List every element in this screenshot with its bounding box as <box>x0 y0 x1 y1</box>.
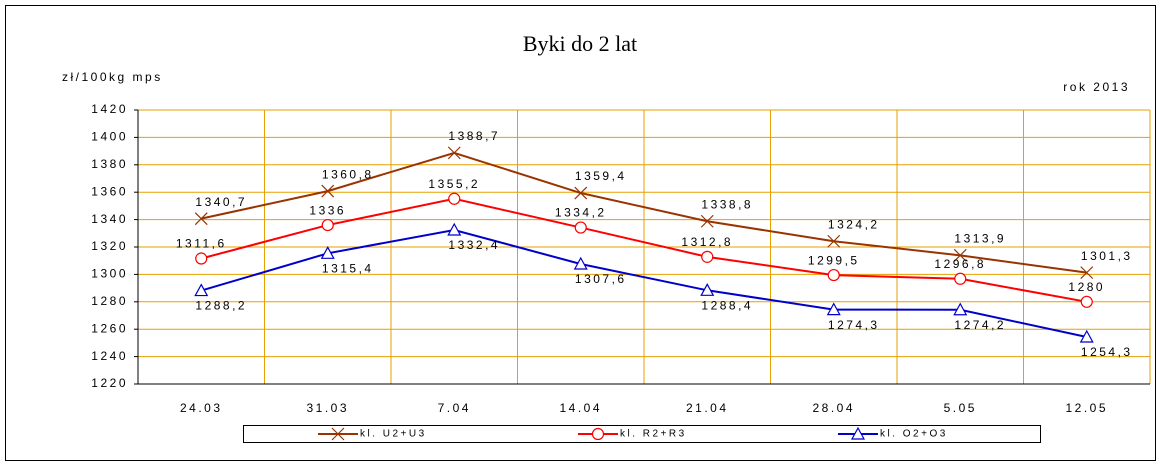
data-label: 1274,2 <box>954 318 1006 332</box>
marker <box>194 283 209 297</box>
legend-box <box>243 425 1041 443</box>
data-label: 1288,2 <box>195 299 247 313</box>
data-label: 1311,6 <box>176 237 227 251</box>
marker <box>701 250 714 263</box>
x-tick-label: 5.05 <box>944 401 977 415</box>
series-line <box>200 197 1087 303</box>
legend-label: kl. R2+R3 <box>620 429 687 440</box>
x-tick-label: 21.04 <box>686 401 729 415</box>
y-tick-label: 1280 <box>91 294 128 308</box>
data-label: 1274,3 <box>828 318 880 332</box>
data-label: 1332,4 <box>448 238 500 252</box>
y-tick-label: 1300 <box>91 267 128 281</box>
data-label: 1301,3 <box>1081 249 1133 263</box>
legend-label: kl. O2+O3 <box>880 429 948 440</box>
x-tick-label: 28.04 <box>812 401 855 415</box>
data-label: 1338,8 <box>701 197 753 211</box>
data-label: 1336 <box>309 203 346 217</box>
marker <box>826 302 841 316</box>
y-tick-label: 1360 <box>91 184 128 198</box>
data-label: 1254,3 <box>1081 345 1133 359</box>
data-label: 1280 <box>1068 280 1105 294</box>
marker <box>447 222 462 236</box>
marker <box>953 248 967 262</box>
data-label: 1334,2 <box>555 206 607 220</box>
data-label: 1324,2 <box>828 217 880 231</box>
y-tick-label: 1240 <box>91 349 128 363</box>
marker <box>194 212 208 226</box>
marker <box>195 252 208 265</box>
marker <box>1080 295 1093 308</box>
marker <box>700 283 715 296</box>
marker <box>448 192 461 205</box>
marker <box>573 256 588 270</box>
marker <box>1079 329 1094 343</box>
y-tick-label: 1320 <box>91 239 128 253</box>
data-label: 1315,4 <box>322 261 374 275</box>
marker <box>321 218 334 232</box>
marker <box>447 146 461 160</box>
marker <box>1080 266 1094 280</box>
x-tick-label: 31.03 <box>306 401 349 415</box>
marker <box>954 272 967 285</box>
data-label: 1313,9 <box>954 232 1006 246</box>
y-tick-label: 1380 <box>91 157 128 171</box>
data-label: 1312,8 <box>681 235 733 249</box>
data-label: 1288,4 <box>701 298 753 312</box>
marker <box>953 302 968 316</box>
marker <box>700 214 714 228</box>
legend-marker <box>591 427 605 441</box>
marker <box>827 268 840 282</box>
y-tick-label: 1220 <box>91 376 128 390</box>
marker <box>320 246 335 259</box>
annotation: rok 2013 <box>1063 80 1130 94</box>
legend-marker <box>850 426 866 440</box>
data-label: 1340,7 <box>195 195 247 209</box>
legend-marker <box>331 427 345 441</box>
data-label: 1296,8 <box>934 257 986 271</box>
marker <box>574 186 588 200</box>
y-tick-label: 1400 <box>91 130 128 144</box>
series-line <box>200 228 1087 338</box>
x-tick-label: 14.04 <box>559 401 602 415</box>
y-tick-label: 1420 <box>91 102 128 116</box>
y-axis-label: zł/100kg mps <box>62 70 163 84</box>
data-label: 1355,2 <box>428 177 480 191</box>
data-label: 1388,7 <box>448 129 500 143</box>
marker <box>321 184 335 198</box>
data-label: 1359,4 <box>575 169 627 183</box>
data-label: 1360,8 <box>322 167 374 181</box>
data-label: 1307,6 <box>575 272 627 286</box>
chart-title: Byki do 2 lat <box>523 31 637 56</box>
marker <box>574 221 587 234</box>
x-tick-label: 7.04 <box>438 401 471 415</box>
legend-label: kl. U2+U3 <box>360 429 427 440</box>
marker <box>827 234 841 248</box>
series-line <box>201 151 1087 274</box>
x-tick-label: 12.05 <box>1065 401 1108 415</box>
y-tick-label: 1260 <box>91 321 128 335</box>
data-label: 1299,5 <box>808 253 860 267</box>
x-tick-label: 24.03 <box>180 401 223 415</box>
y-tick-label: 1340 <box>91 212 128 226</box>
